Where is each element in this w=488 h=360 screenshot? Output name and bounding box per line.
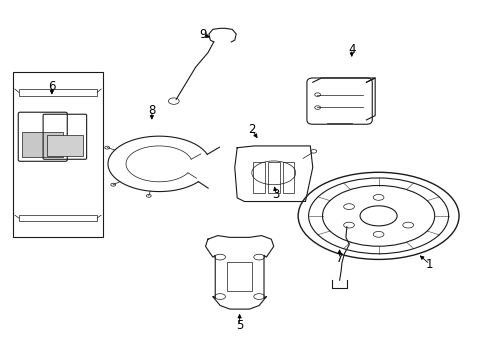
Text: 4: 4 [347, 42, 355, 55]
Bar [19, 89, 97, 95]
Bar [22, 131, 63, 157]
Text: 7: 7 [335, 252, 343, 265]
Bar [19, 215, 97, 221]
Text: 6: 6 [48, 80, 56, 93]
Bar [13, 72, 103, 237]
Bar [253, 162, 264, 193]
Text: 2: 2 [247, 123, 255, 136]
Bar [227, 262, 251, 291]
Text: 9: 9 [199, 28, 206, 41]
Text: 1: 1 [425, 258, 433, 271]
Text: 3: 3 [272, 188, 279, 201]
Text: 8: 8 [148, 104, 155, 117]
Bar [267, 162, 279, 193]
Bar [46, 135, 83, 156]
Text: 5: 5 [235, 319, 243, 332]
Bar [282, 162, 294, 193]
